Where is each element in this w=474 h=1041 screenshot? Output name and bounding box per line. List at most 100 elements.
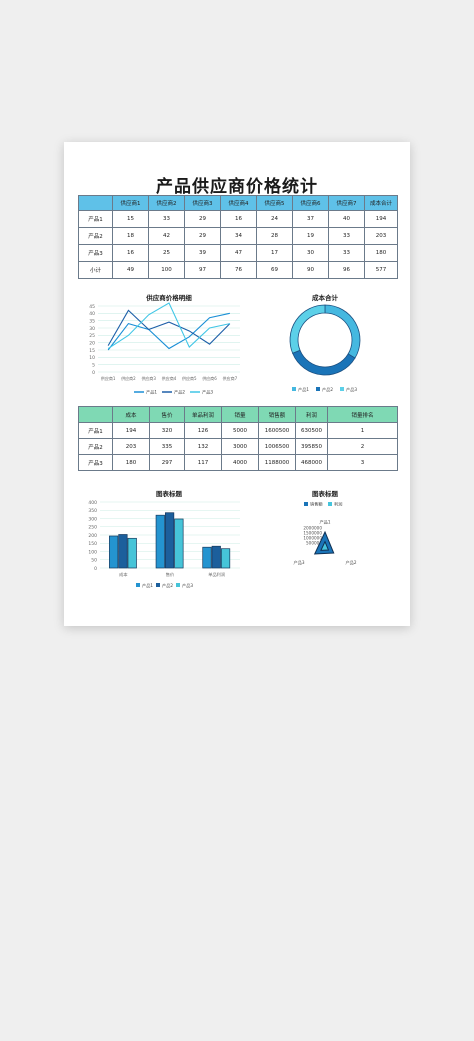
table-cell: 15 — [112, 210, 149, 228]
column-header: 成本合计 — [364, 195, 398, 211]
legend-label: 利润 — [334, 501, 342, 508]
column-header: 销量排名 — [327, 406, 398, 423]
donut-slice — [324, 304, 361, 359]
page-title: 产品供应商价格统计 — [156, 177, 318, 197]
table-cell: 320 — [149, 422, 185, 439]
legend-label: 产品2 — [322, 386, 333, 393]
x-tick-label: 售价 — [166, 571, 175, 578]
table-cell: 297 — [149, 454, 185, 471]
r-tick-label: 500000 — [306, 541, 322, 546]
table-cell: 97 — [184, 261, 221, 279]
series-line — [107, 309, 231, 346]
row-label: 产品2 — [78, 227, 113, 245]
x-tick-label: 供应商1 — [101, 375, 116, 381]
bar-chart-title: 图表标题 — [156, 490, 182, 498]
column-header: 销售额 — [258, 406, 296, 423]
column-header: 单品利润 — [184, 406, 222, 423]
table-header-row: 供应商1 供应商2 供应商3 供应商4 供应商5 供应商6 供应商7 成本合计 — [78, 195, 398, 211]
table-header-row: 成本 售价 单品利润 销量 销售额 利润 销量排名 — [78, 406, 398, 423]
table-cell: 69 — [256, 261, 293, 279]
table-cell: 3 — [327, 454, 398, 471]
column-header: 供应商1 — [112, 195, 149, 211]
column-header — [78, 195, 113, 211]
table-cell: 30 — [292, 244, 329, 262]
table-cell: 4000 — [221, 454, 259, 471]
legend-label: 产品3 — [182, 582, 193, 589]
bar — [164, 512, 175, 569]
table-cell: 17 — [256, 244, 293, 262]
r-tick-label: 2000000 — [303, 526, 322, 531]
table-cell: 24 — [256, 210, 293, 228]
table-cell: 2 — [327, 438, 398, 455]
y-tick-label: 150 — [88, 541, 97, 547]
table-cell: 28 — [256, 227, 293, 245]
column-header: 供应商6 — [292, 195, 329, 211]
axis-label: 产品3 — [294, 559, 305, 566]
table-row: 产品1 15 33 29 16 24 37 40 194 — [78, 210, 398, 228]
table-cell: 33 — [148, 210, 185, 228]
legend-swatch — [316, 387, 320, 391]
y-tick-label: 0 — [92, 370, 95, 376]
row-label: 产品1 — [78, 210, 113, 228]
donut-slice — [292, 349, 356, 376]
table-cell: 180 — [112, 454, 150, 471]
y-tick-label: 250 — [88, 525, 97, 531]
table-cell: 29 — [184, 227, 221, 245]
y-tick-label: 50 — [91, 558, 97, 564]
table-cell: 468000 — [295, 454, 328, 471]
legend-swatch — [292, 387, 296, 391]
y-tick-label: 5 — [92, 362, 95, 368]
table-cell: 395850 — [295, 438, 328, 455]
bar — [220, 548, 231, 569]
table-cell: 29 — [184, 210, 221, 228]
table-cell: 19 — [292, 227, 329, 245]
table-cell: 47 — [220, 244, 257, 262]
bar — [109, 535, 119, 569]
table-cell: 630500 — [295, 422, 328, 439]
radar-area — [320, 540, 330, 551]
legend-label: 产品2 — [162, 582, 173, 589]
x-tick-label: 成本 — [119, 571, 128, 578]
table-cell: 203 — [112, 438, 150, 455]
table-cell: 577 — [364, 261, 398, 279]
y-tick-label: 200 — [88, 533, 97, 539]
x-tick-label: 单品利润 — [208, 571, 225, 578]
table-cell: 180 — [364, 244, 398, 262]
table-cell: 100 — [148, 261, 185, 279]
table-cell: 203 — [364, 227, 398, 245]
table-cell: 37 — [292, 210, 329, 228]
column-header: 供应商5 — [256, 195, 293, 211]
y-tick-label: 15 — [89, 348, 95, 354]
y-tick-label: 20 — [89, 340, 95, 346]
x-tick-label: 供应商5 — [182, 375, 197, 381]
line-chart-title: 供应商价格明细 — [146, 294, 192, 302]
table-cell: 34 — [220, 227, 257, 245]
axis-label: 产品2 — [345, 559, 356, 566]
table-cell: 39 — [184, 244, 221, 262]
series-line — [107, 312, 230, 351]
table-cell: 335 — [149, 438, 185, 455]
table-cell: 3000 — [221, 438, 259, 455]
legend-label: 产品3 — [346, 386, 357, 393]
supplier-price-table: 供应商1 供应商2 供应商3 供应商4 供应商5 供应商6 供应商7 成本合计 产品1 15 33 2… — [78, 195, 398, 279]
legend-swatch — [176, 583, 180, 587]
legend-label: 产品3 — [202, 389, 213, 396]
donut-chart-title: 成本合计 — [312, 294, 338, 302]
column-header: 销量 — [221, 406, 259, 423]
table-row: 产品1 194 320 126 5000 1600500 630500 1 — [78, 422, 398, 439]
y-tick-label: 100 — [88, 549, 97, 555]
legend-label: 产品1 — [142, 582, 153, 589]
table-cell: 16 — [112, 244, 149, 262]
table-cell: 1 — [327, 422, 398, 439]
table-cell: 76 — [220, 261, 257, 279]
table-cell: 18 — [112, 227, 149, 245]
y-tick-label: 300 — [88, 516, 97, 522]
y-tick-label: 30 — [89, 326, 95, 332]
table-cell: 126 — [184, 422, 222, 439]
y-tick-label: 0 — [94, 566, 97, 572]
y-tick-label: 10 — [89, 355, 95, 361]
table-cell: 16 — [220, 210, 257, 228]
table-cell: 42 — [148, 227, 185, 245]
